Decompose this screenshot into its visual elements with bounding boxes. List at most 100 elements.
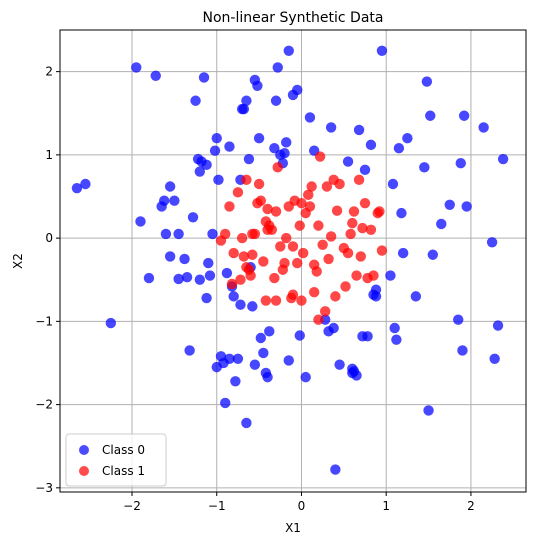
data-point-class-0 (232, 353, 244, 365)
data-point-class-1 (262, 203, 273, 215)
data-point-class-1 (294, 220, 305, 231)
data-point-class-0 (164, 181, 176, 192)
data-point-class-0 (421, 76, 433, 87)
y-tick-label: 1 (45, 148, 53, 162)
legend-marker-class-1 (79, 466, 89, 476)
data-point-class-1 (279, 257, 290, 269)
data-point-class-1 (238, 251, 250, 262)
x-tick-label: 1 (382, 499, 390, 513)
data-point-class-0 (489, 353, 500, 365)
data-point-class-0 (444, 199, 455, 211)
data-point-class-1 (266, 224, 278, 235)
x-tick-label: −1 (208, 499, 226, 513)
data-point-class-0 (253, 133, 265, 144)
data-point-class-0 (198, 72, 210, 83)
data-point-class-0 (389, 322, 400, 334)
data-point-class-0 (427, 249, 438, 260)
data-point-class-1 (253, 178, 265, 190)
data-point-class-1 (376, 245, 388, 256)
legend-box (65, 433, 167, 487)
data-point-class-0 (224, 141, 235, 152)
data-point-class-0 (194, 274, 205, 285)
y-tick-label: −3 (35, 481, 53, 495)
data-points (71, 45, 509, 475)
data-point-class-1 (224, 201, 235, 212)
data-point-class-0 (150, 70, 161, 81)
x-tick-label: 0 (298, 499, 306, 513)
data-point-class-1 (314, 151, 326, 162)
data-point-class-1 (236, 232, 248, 244)
data-point-class-0 (194, 166, 205, 177)
data-point-class-0 (385, 270, 396, 281)
data-point-class-1 (226, 278, 238, 290)
axis-ticks: −2 −1 0 1 2 −3 −2 −1 0 1 2 (35, 65, 474, 513)
data-point-class-0 (243, 153, 255, 165)
data-point-class-0 (359, 164, 371, 176)
data-point-class-0 (294, 330, 305, 341)
data-point-class-1 (241, 174, 252, 186)
data-point-class-1 (255, 195, 267, 206)
data-point-class-0 (71, 182, 83, 194)
data-point-class-0 (235, 299, 246, 310)
y-tick-label: 2 (45, 65, 53, 79)
data-point-class-1 (306, 181, 317, 192)
data-point-class-1 (308, 287, 320, 298)
data-point-class-0 (179, 253, 190, 265)
data-point-class-1 (359, 197, 371, 209)
data-point-class-0 (391, 334, 402, 345)
legend-label-class-1: Class 1 (102, 464, 145, 478)
data-point-class-0 (187, 212, 199, 223)
data-point-class-0 (143, 272, 155, 284)
data-point-class-0 (272, 62, 283, 73)
data-point-class-1 (325, 231, 337, 242)
data-point-class-0 (211, 133, 222, 144)
data-point-class-0 (478, 122, 489, 133)
data-point-class-1 (270, 206, 282, 217)
y-axis-label: X2 (11, 253, 25, 269)
data-point-class-0 (264, 326, 275, 337)
data-point-class-1 (228, 247, 239, 259)
data-point-class-1 (232, 187, 244, 198)
data-point-class-0 (255, 332, 267, 344)
data-point-class-1 (365, 224, 377, 235)
data-point-class-1 (317, 239, 328, 250)
data-point-class-0 (497, 153, 509, 165)
data-point-class-0 (365, 139, 377, 151)
data-point-class-1 (287, 241, 299, 252)
data-point-class-0 (207, 228, 218, 240)
data-point-class-1 (374, 206, 385, 217)
data-point-class-0 (184, 345, 195, 356)
data-point-class-0 (131, 62, 142, 73)
data-point-class-1 (297, 247, 309, 259)
data-point-class-1 (235, 274, 246, 285)
data-point-class-0 (457, 345, 468, 356)
y-tick-label: −1 (35, 314, 53, 328)
data-point-class-0 (238, 103, 250, 115)
data-point-class-0 (190, 95, 201, 106)
data-point-class-1 (292, 257, 303, 269)
data-point-class-0 (353, 124, 365, 136)
data-point-class-1 (334, 178, 345, 190)
data-point-class-1 (321, 181, 333, 192)
data-point-class-1 (323, 253, 334, 265)
data-point-class-1 (287, 289, 299, 300)
data-point-class-0 (300, 371, 311, 383)
data-point-class-0 (362, 331, 373, 342)
data-point-class-0 (279, 148, 290, 159)
data-point-class-1 (247, 228, 258, 240)
x-tick-label: 2 (467, 499, 475, 513)
data-point-class-1 (304, 201, 316, 212)
data-point-class-0 (334, 359, 345, 370)
data-point-class-0 (249, 359, 261, 370)
data-point-class-0 (455, 157, 466, 169)
data-point-class-0 (230, 376, 241, 387)
data-point-class-0 (209, 145, 221, 156)
data-point-class-0 (262, 371, 273, 383)
data-point-class-0 (423, 405, 434, 416)
x-tick-label: −2 (123, 499, 141, 513)
data-point-class-0 (461, 201, 472, 212)
data-point-class-0 (281, 137, 292, 148)
data-point-class-0 (283, 355, 294, 366)
data-point-class-0 (258, 347, 269, 359)
data-point-class-0 (224, 353, 235, 365)
